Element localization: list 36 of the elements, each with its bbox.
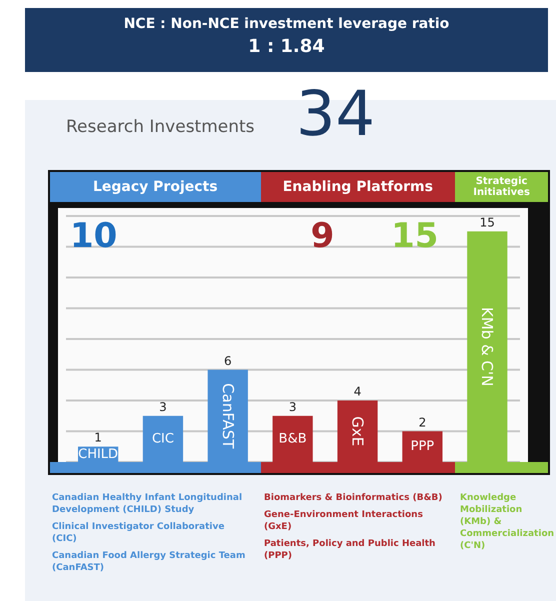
chart-subtitle: 1 : 1.84 xyxy=(247,36,326,57)
text: Enabling Platforms xyxy=(260,172,456,202)
bar xyxy=(337,400,378,462)
x-tick-label: KMb & C'N xyxy=(478,307,496,386)
text: Biomarkers & Bioinformatics (B&B) xyxy=(264,492,444,504)
text: 34 xyxy=(296,77,375,150)
bar xyxy=(272,416,313,462)
x-tick-label: CIC xyxy=(152,431,174,446)
data-label: 1 xyxy=(94,430,102,445)
data-label: 2 xyxy=(418,415,426,430)
x-tick-label: GxE xyxy=(348,416,367,446)
text: Clinical Investigator Collaborative (CIC) xyxy=(52,521,226,545)
annotation: 15 xyxy=(391,216,438,256)
text: Gene-Environment Interactions (GxE) xyxy=(264,509,424,533)
chart-title: NCE : Non-NCE investment leverage ratio xyxy=(122,16,450,32)
data-label: 3 xyxy=(288,400,296,414)
annotation: 10 xyxy=(70,216,118,256)
data-label: 3 xyxy=(159,400,167,414)
bar xyxy=(402,431,442,462)
text: Canadian Food Allergy Strategic Team (CanFAST) xyxy=(52,550,246,574)
text: Strategic Initiatives xyxy=(455,172,548,202)
bar xyxy=(142,416,184,462)
text: Legacy Projects xyxy=(50,172,261,202)
bar xyxy=(208,370,248,462)
text: Patients, Policy and Public Health (PPP) xyxy=(264,538,436,562)
x-tick-label: B&B xyxy=(278,431,307,446)
data-label: 6 xyxy=(224,354,232,368)
x-tick-label: CHILD xyxy=(78,446,118,462)
data-label: 15 xyxy=(480,215,495,230)
x-tick-label: PPP xyxy=(410,439,434,454)
text: Knowledge Mobilization (KMb) & Commercialization (C'N) xyxy=(460,492,554,552)
text: Research Investments xyxy=(66,117,255,137)
x-tick-label: CanFAST xyxy=(218,383,237,450)
text: Canadian Healthy Infant Longitudinal Development (CHILD) Study xyxy=(52,492,244,516)
annotation: 9 xyxy=(310,216,334,256)
data-label: 4 xyxy=(354,384,362,398)
